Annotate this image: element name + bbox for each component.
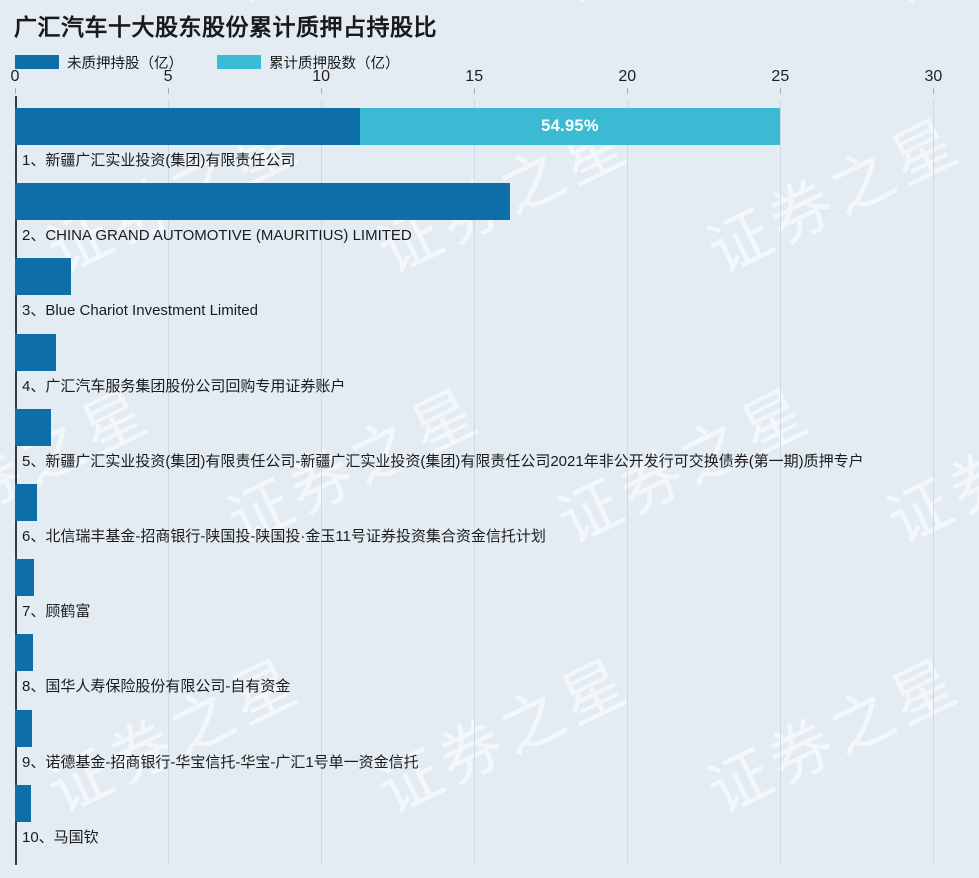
x-axis-tick-mark [321, 88, 323, 94]
plot-area: 54.95% 1、新疆广汇实业投资(集团)有限责任公司 2、CHINA GRAND … [15, 96, 964, 865]
bar-value-label: 54.95% [541, 117, 599, 135]
y-axis-line [15, 96, 17, 865]
bar-segment-unpledged[interactable] [15, 709, 32, 747]
bar-segment-unpledged[interactable] [15, 559, 34, 597]
x-axis-tick-label: 0 [10, 68, 20, 85]
x-axis-tick-mark [474, 88, 476, 94]
bar-segment-unpledged[interactable] [15, 183, 510, 221]
category-label: 2、CHINA GRAND AUTOMOTIVE (MAURITIUS) LIM… [22, 227, 412, 245]
chart-row: 2、CHINA GRAND AUTOMOTIVE (MAURITIUS) LIM… [15, 175, 964, 250]
x-axis-tick-label: 25 [771, 68, 790, 85]
chart-row: 9、诺德基金-招商银行-华宝信托-华宝-广汇1号单一资金信托 [15, 702, 964, 777]
bar-segment-unpledged[interactable] [15, 634, 33, 672]
stacked-bar[interactable] [15, 333, 57, 371]
chart-row: 54.95% 1、新疆广汇实业投资(集团)有限责任公司 [15, 100, 964, 175]
x-axis-tick-mark [780, 88, 782, 94]
category-label: 6、北信瑞丰基金-招商银行-陕国投-陕国投·金玉11号证券投资集合资金信托计划 [22, 528, 546, 545]
gridline [168, 100, 170, 865]
chart-row: 3、Blue Chariot Investment Limited [15, 250, 964, 325]
chart-row: 6、北信瑞丰基金-招商银行-陕国投-陕国投·金玉11号证券投资集合资金信托计划 [15, 476, 964, 551]
legend-label: 未质押持股（亿） [67, 55, 183, 72]
stacked-bar[interactable] [15, 634, 33, 672]
legend-item[interactable]: 未质押持股（亿） [15, 52, 183, 73]
legend-swatch-icon [15, 55, 59, 69]
x-axis-tick-mark [168, 88, 170, 94]
x-axis-tick-label: 5 [163, 68, 173, 85]
category-label: 1、新疆广汇实业投资(集团)有限责任公司 [22, 152, 296, 169]
stacked-bar[interactable] [15, 183, 510, 221]
legend-label: 累计质押股数（亿） [269, 55, 400, 72]
chart-row: 10、马国钦 [15, 777, 964, 852]
chart-row: 7、顾鹤富 [15, 551, 964, 626]
x-axis-tick-label: 15 [465, 68, 484, 85]
stacked-bar[interactable] [15, 559, 34, 597]
category-label: 3、Blue Chariot Investment Limited [22, 302, 258, 320]
gridline [321, 100, 323, 865]
gridline [780, 100, 782, 865]
category-label: 9、诺德基金-招商银行-华宝信托-华宝-广汇1号单一资金信托 [22, 753, 419, 771]
chart-row: 5、新疆广汇实业投资(集团)有限责任公司-新疆广汇实业投资(集团)有限责任公司2… [15, 401, 964, 476]
x-axis-tick-label: 20 [618, 68, 637, 85]
chart-row: 8、国华人寿保险股份有限公司-自有资金 [15, 626, 964, 701]
bar-segment-pledged[interactable]: 54.95% [359, 108, 781, 145]
x-axis-tick-label: 30 [924, 68, 943, 85]
gridline [474, 100, 476, 865]
bar-segment-unpledged[interactable] [15, 108, 360, 145]
legend-item[interactable]: 累计质押股数（亿） [217, 52, 400, 73]
category-label: 10、马国钦 [22, 828, 99, 846]
stacked-bar[interactable] [15, 258, 71, 296]
stacked-bar[interactable] [15, 709, 32, 747]
stacked-bar[interactable] [15, 784, 31, 822]
bar-segment-unpledged[interactable] [15, 784, 31, 822]
bar-segment-unpledged[interactable] [15, 258, 71, 296]
x-axis-tick-mark [933, 88, 935, 94]
stacked-bar[interactable] [15, 484, 38, 521]
chart-row: 4、广汇汽车服务集团股份公司回购专用证券账户 [15, 326, 964, 401]
bar-segment-unpledged[interactable] [15, 484, 38, 521]
category-label: 8、国华人寿保险股份有限公司-自有资金 [22, 678, 291, 696]
legend-swatch-icon [217, 55, 261, 69]
chart-title: 广汇汽车十大股东股份累计质押占持股比 [14, 14, 437, 40]
category-label: 5、新疆广汇实业投资(集团)有限责任公司-新疆广汇实业投资(集团)有限责任公司2… [22, 452, 864, 470]
category-label: 7、顾鹤富 [22, 603, 91, 621]
x-axis-tick-mark [627, 88, 629, 94]
gridline [627, 100, 629, 865]
stacked-bar[interactable]: 54.95% [15, 108, 781, 145]
x-axis-tick-mark [15, 88, 16, 94]
category-label: 4、广汇汽车服务集团股份公司回购专用证券账户 [22, 377, 346, 395]
bar-segment-unpledged[interactable] [15, 408, 52, 446]
x-axis-tick-label: 10 [312, 68, 331, 85]
gridline [933, 100, 935, 865]
chart-legend: 未质押持股（亿） 累计质押股数（亿） [15, 52, 434, 72]
stacked-bar[interactable] [15, 408, 52, 446]
bar-segment-unpledged[interactable] [15, 333, 57, 371]
